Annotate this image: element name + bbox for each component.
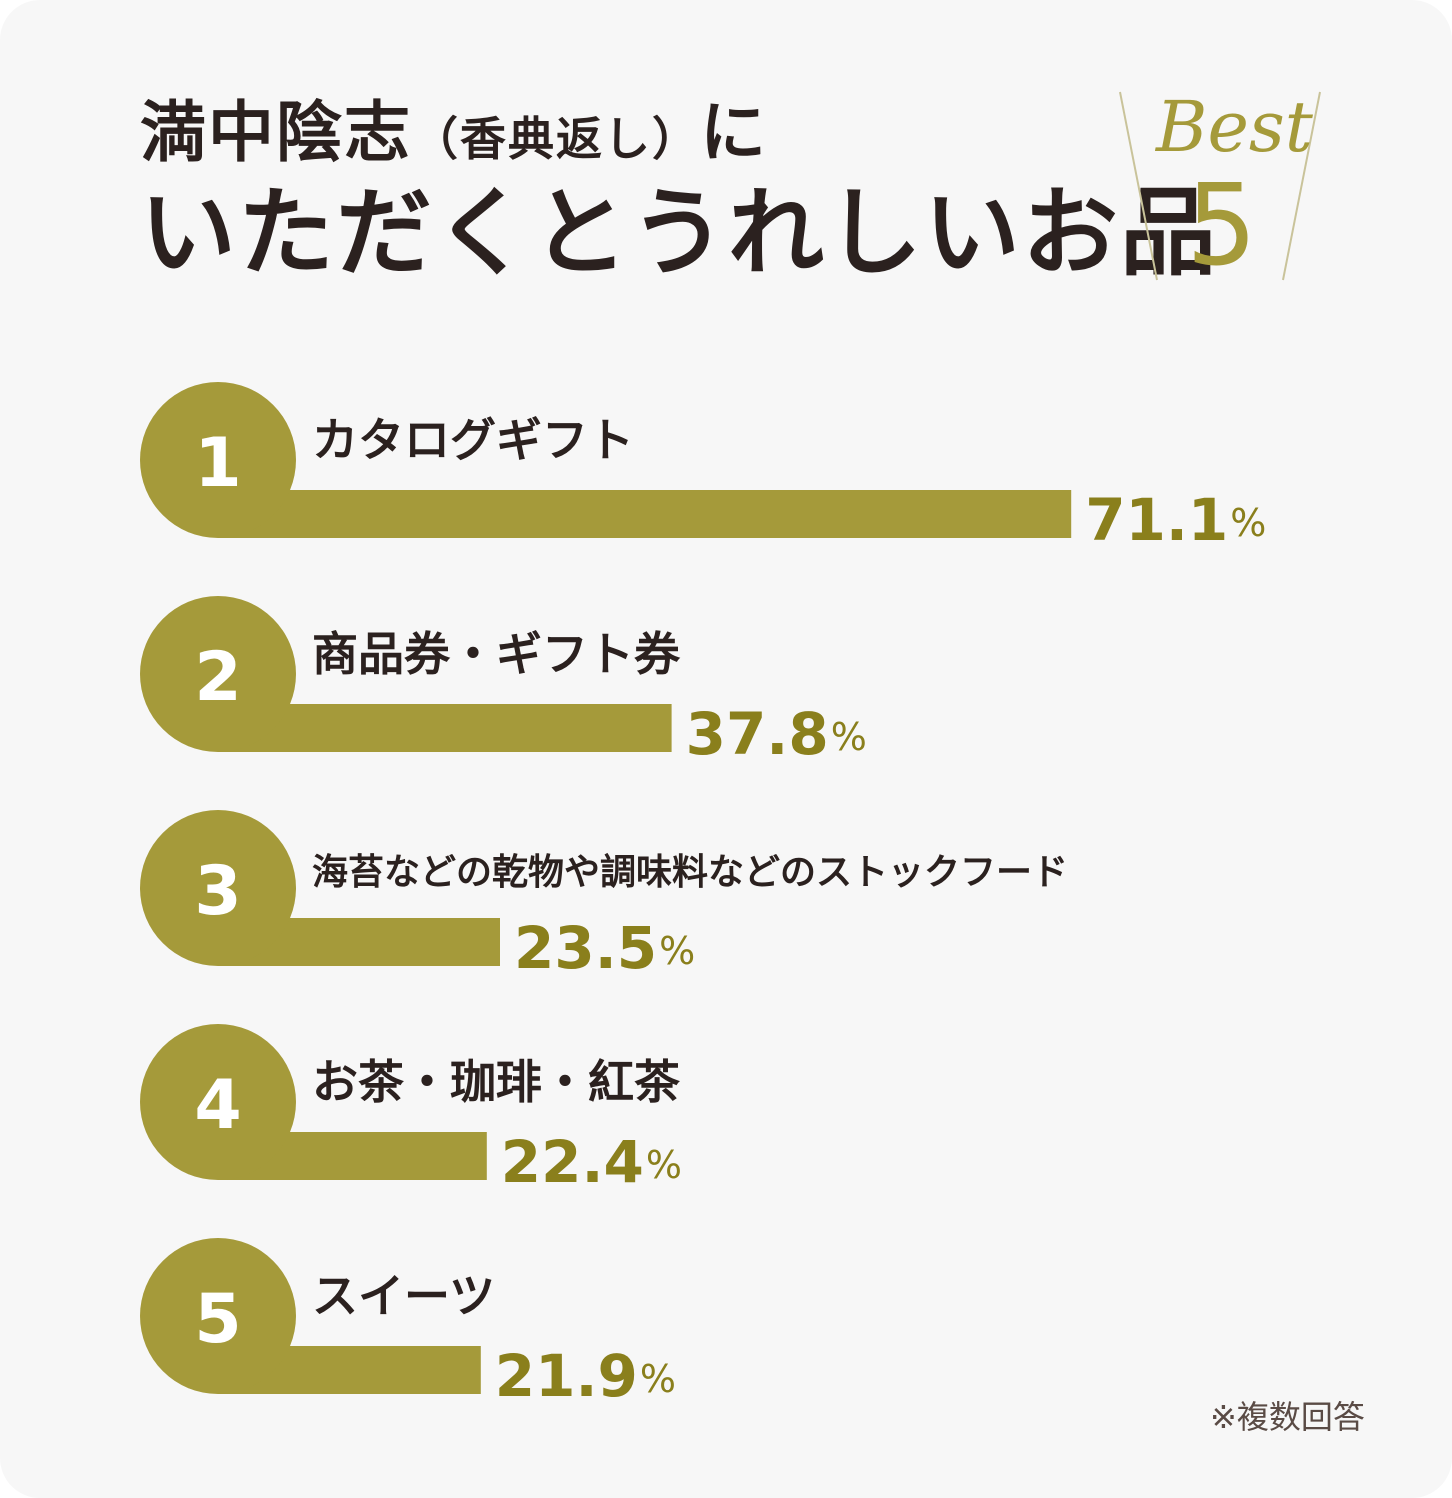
title-main: 満中陰志 xyxy=(140,94,412,171)
rank-circle-3 xyxy=(140,810,296,966)
value-unit-5: % xyxy=(640,1357,676,1401)
title-paren: （香典返し） xyxy=(412,112,700,166)
value-label-3: 23.5 xyxy=(514,914,657,982)
footnote: ※複数回答 xyxy=(1210,1398,1365,1436)
title-tail: に xyxy=(700,94,768,171)
bar-2 xyxy=(218,704,672,752)
value-unit-1: % xyxy=(1230,501,1266,545)
value-label-4: 22.4 xyxy=(501,1128,644,1196)
rank-circle-4 xyxy=(140,1024,296,1180)
category-label-5: スイーツ xyxy=(312,1269,495,1323)
value-unit-4: % xyxy=(646,1143,682,1187)
category-label-4: お茶・珈琲・紅茶 xyxy=(312,1055,681,1109)
badge-right-line xyxy=(1282,91,1321,281)
category-label-1: カタログギフト xyxy=(312,413,634,467)
rank-number-1: 1 xyxy=(194,424,241,503)
value-unit-3: % xyxy=(659,929,695,973)
value-unit-2: % xyxy=(831,715,867,759)
badge-best-label: Best xyxy=(1156,86,1313,168)
rank-circle-5 xyxy=(140,1238,296,1394)
category-label-2: 商品券・ギフト券 xyxy=(312,627,681,681)
rank-number-4: 4 xyxy=(194,1066,241,1145)
title-line-2: いただくとうれしいお品 xyxy=(140,177,1218,289)
bar-1 xyxy=(218,490,1072,538)
value-label-2: 37.8 xyxy=(686,700,829,768)
category-label-3: 海苔などの乾物や調味料などのストックフード xyxy=(312,852,1068,893)
badge-best-number: 5 xyxy=(1186,161,1258,291)
badge-left-line xyxy=(1119,91,1158,281)
rank-circle-1 xyxy=(140,382,296,538)
rank-number-2: 2 xyxy=(194,638,241,717)
title-line-1: 満中陰志（香典返し）に xyxy=(140,100,768,166)
rank-number-5: 5 xyxy=(194,1280,241,1359)
value-label-1: 71.1 xyxy=(1085,486,1228,554)
rank-number-3: 3 xyxy=(194,852,241,931)
value-label-5: 21.9 xyxy=(495,1342,638,1410)
rank-circle-2 xyxy=(140,596,296,752)
